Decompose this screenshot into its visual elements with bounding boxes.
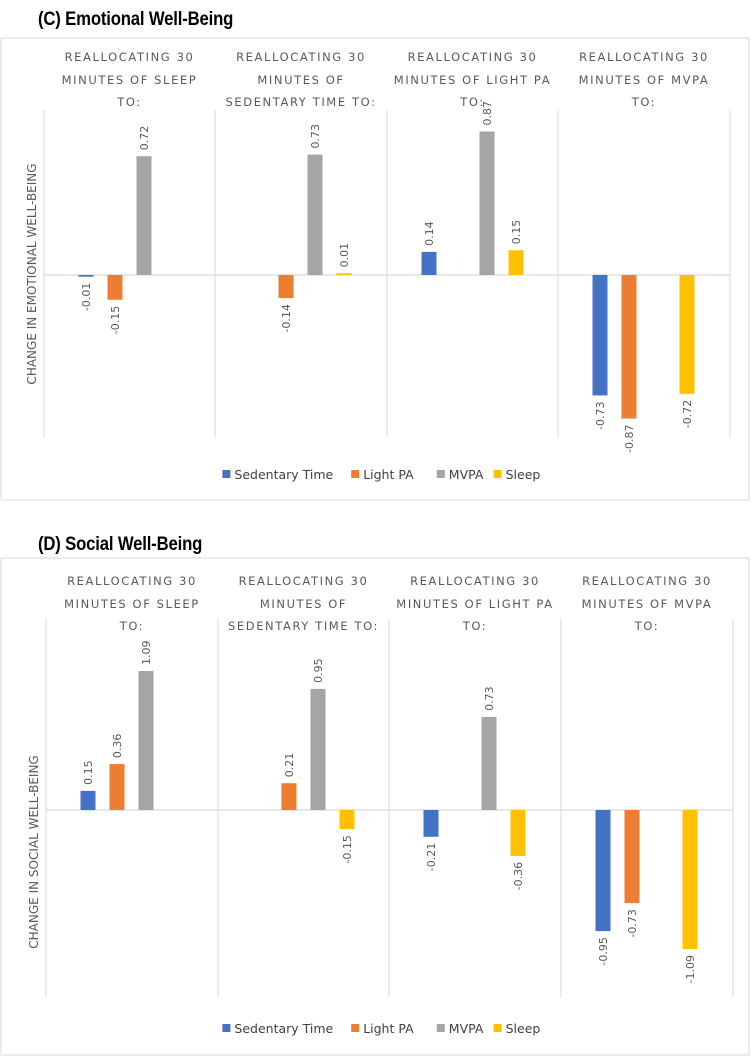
panel-header-line: REALLOCATING 30 bbox=[67, 574, 197, 588]
bar-mvpa bbox=[136, 156, 152, 275]
data-label: 1.09 bbox=[140, 641, 153, 666]
bar-sedentary-time bbox=[78, 275, 94, 277]
panel-header-line: MINUTES OF SLEEP bbox=[62, 73, 198, 87]
bar-sedentary-time bbox=[423, 810, 439, 837]
legend-label: MVPA bbox=[449, 467, 484, 482]
bar-mvpa bbox=[479, 131, 495, 275]
bar-light-pa bbox=[278, 275, 294, 299]
panel-header-line: REALLOCATING 30 bbox=[236, 50, 366, 64]
panel-header-line: MINUTES OF LIGHT PA bbox=[396, 597, 553, 611]
bar-sedentary-time bbox=[595, 810, 611, 932]
chart-frame bbox=[0, 557, 750, 1056]
bar-mvpa bbox=[310, 688, 326, 810]
data-label: -0.15 bbox=[341, 835, 354, 863]
panel-header-line: TO: bbox=[462, 619, 488, 633]
data-label: 0.01 bbox=[338, 243, 351, 268]
panel-header-line: MINUTES OF SLEEP bbox=[64, 597, 200, 611]
data-label: 0.95 bbox=[312, 658, 325, 683]
panel-header-line: REALLOCATING 30 bbox=[582, 574, 712, 588]
legend-label: Sleep bbox=[506, 467, 541, 482]
data-label: -0.15 bbox=[109, 306, 122, 334]
panel-header-line: TO: bbox=[116, 95, 142, 109]
chart-title-emotional: (C) Emotional Well-Being bbox=[38, 9, 234, 30]
bar-light-pa bbox=[624, 810, 640, 904]
panel-header-line: SEDENTARY TIME TO: bbox=[225, 95, 376, 109]
legend-label: Sedentary Time bbox=[234, 1021, 333, 1036]
bar-sedentary-time bbox=[592, 275, 608, 396]
data-label: 0.15 bbox=[510, 220, 523, 245]
panel-header-line: MINUTES OF MVPA bbox=[579, 73, 710, 87]
panel-header-line: REALLOCATING 30 bbox=[410, 574, 540, 588]
panel-header-line: MINUTES OF MVPA bbox=[582, 597, 713, 611]
panel-header-line: TO: bbox=[634, 619, 660, 633]
data-label: -0.87 bbox=[623, 425, 636, 453]
data-label: -0.01 bbox=[80, 283, 93, 311]
legend-swatch bbox=[351, 470, 360, 478]
data-label: 0.36 bbox=[111, 734, 124, 759]
legend-swatch bbox=[222, 1024, 231, 1032]
data-label: -1.09 bbox=[684, 955, 697, 983]
legend-swatch bbox=[351, 1024, 360, 1032]
panel-header-line: SEDENTARY TIME TO: bbox=[228, 619, 379, 633]
data-label: -0.14 bbox=[280, 304, 293, 332]
panel-header-line: REALLOCATING 30 bbox=[579, 50, 709, 64]
bar-mvpa bbox=[307, 154, 323, 275]
bar-sedentary-time bbox=[421, 251, 437, 275]
panel-header-line: REALLOCATING 30 bbox=[239, 574, 369, 588]
data-label: -0.21 bbox=[425, 843, 438, 871]
bar-sleep bbox=[510, 810, 526, 856]
data-label: -0.36 bbox=[512, 862, 525, 890]
data-label: 0.21 bbox=[283, 753, 296, 778]
panel-header-line: REALLOCATING 30 bbox=[408, 50, 538, 64]
data-label: 0.73 bbox=[483, 686, 496, 711]
legend-swatch bbox=[436, 1024, 445, 1032]
bar-sleep bbox=[508, 250, 524, 275]
bar-light-pa bbox=[109, 764, 125, 810]
bar-sleep bbox=[336, 273, 352, 275]
chart-frame bbox=[0, 37, 750, 501]
legend-label: MVPA bbox=[449, 1021, 484, 1036]
legend-label: Sleep bbox=[506, 1021, 541, 1036]
data-label: 0.73 bbox=[309, 124, 322, 149]
panel-header-line: TO: bbox=[459, 95, 485, 109]
legend-swatch bbox=[436, 470, 445, 478]
data-label: 0.15 bbox=[82, 760, 95, 785]
panel-header-line: REALLOCATING 30 bbox=[65, 50, 195, 64]
bar-mvpa bbox=[481, 716, 497, 810]
legend-label: Light PA bbox=[363, 467, 414, 482]
panel-header-line: MINUTES OF bbox=[260, 597, 347, 611]
bar-sedentary-time bbox=[80, 790, 96, 810]
bar-light-pa bbox=[621, 275, 637, 419]
data-label: -0.95 bbox=[597, 937, 610, 965]
legend-label: Light PA bbox=[363, 1021, 414, 1036]
data-label: 0.72 bbox=[138, 126, 151, 151]
legend-swatch bbox=[493, 1024, 502, 1032]
bar-sleep bbox=[339, 810, 355, 830]
panel-header-line: TO: bbox=[631, 95, 657, 109]
legend-swatch bbox=[493, 470, 502, 478]
bar-mvpa bbox=[138, 671, 154, 810]
y-axis-label: CHANGE IN EMOTIONAL WELL-BEING bbox=[25, 163, 39, 384]
panel-header-line: MINUTES OF LIGHT PA bbox=[394, 73, 551, 87]
data-label: 0.87 bbox=[481, 101, 494, 126]
y-axis-label: CHANGE IN SOCIAL WELL-BEING bbox=[27, 755, 41, 948]
bar-light-pa bbox=[281, 783, 297, 810]
panel-header-line: TO: bbox=[119, 619, 145, 633]
bar-light-pa bbox=[107, 275, 123, 300]
chart-title-social: (D) Social Well-Being bbox=[38, 534, 203, 555]
data-label: -0.73 bbox=[626, 909, 639, 937]
panel-header-line: MINUTES OF bbox=[257, 73, 344, 87]
data-label: 0.14 bbox=[423, 221, 436, 246]
legend-label: Sedentary Time bbox=[234, 467, 333, 482]
bar-sleep bbox=[679, 275, 695, 394]
data-label: -0.73 bbox=[594, 401, 607, 429]
bar-sleep bbox=[682, 810, 698, 949]
data-label: -0.72 bbox=[681, 400, 694, 428]
legend-swatch bbox=[222, 470, 231, 478]
